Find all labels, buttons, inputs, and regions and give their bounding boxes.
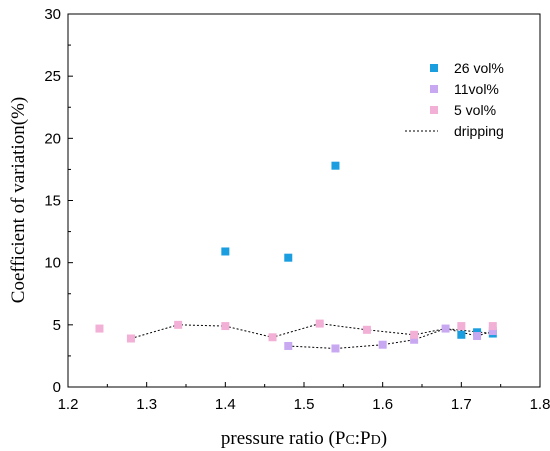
point-11vol	[284, 341, 293, 350]
legend-label: 11vol%	[454, 81, 499, 97]
point-26-vol	[457, 330, 466, 339]
y-axis-title: Coefficient of variation(%)	[8, 97, 29, 303]
y-tick-label: 25	[44, 68, 61, 85]
point-26-vol	[284, 253, 293, 262]
point-11vol	[410, 335, 419, 344]
legend-marker	[430, 106, 438, 114]
point-26-vol	[221, 247, 230, 256]
point-5-vol	[488, 322, 497, 331]
y-tick-label: 30	[44, 6, 61, 23]
legend-label: 5 vol%	[454, 102, 496, 118]
y-tick-label: 5	[53, 317, 61, 334]
point-11vol	[441, 324, 450, 333]
legend-marker	[430, 85, 438, 93]
y-tick-label: 10	[44, 255, 61, 272]
point-5-vol	[315, 319, 324, 328]
legend: 26 vol% 11vol% 5 vol% dripping	[405, 60, 504, 139]
point-5-vol	[362, 325, 371, 334]
dripping-line	[130, 323, 493, 339]
point-5-vol	[174, 320, 183, 329]
legend-label: dripping	[454, 123, 504, 139]
y-tick-label: 15	[44, 193, 61, 210]
data-points	[95, 161, 497, 353]
x-axis-title: pressure ratio (PC:PD)	[221, 428, 387, 449]
legend-marker	[430, 64, 438, 72]
y-tick-label: 0	[53, 379, 61, 396]
x-tick-label: 1.4	[215, 396, 236, 413]
point-5-vol	[221, 322, 230, 331]
x-tick-label: 1.7	[451, 396, 472, 413]
point-11vol	[331, 344, 340, 353]
point-5-vol	[410, 330, 419, 339]
x-tick-label: 1.5	[294, 396, 315, 413]
axis-ticks: 1.2 1.3 1.4 1.5 1.6 1.7 1.8 0 5 10 15 20 25 30	[44, 6, 550, 413]
legend-label: 26 vol%	[454, 60, 504, 76]
point-5-vol	[268, 333, 277, 342]
x-tick-label: 1.2	[58, 396, 79, 413]
point-11vol	[488, 327, 497, 336]
x-tick-label: 1.8	[530, 396, 550, 413]
point-5-vol	[457, 322, 466, 331]
point-11vol	[473, 332, 482, 341]
dripping-lines	[130, 323, 493, 350]
point-11vol	[378, 340, 387, 349]
x-tick-label: 1.3	[136, 396, 157, 413]
point-5-vol	[126, 334, 135, 343]
y-tick-label: 20	[44, 130, 61, 147]
point-26-vol	[331, 161, 340, 170]
x-tick-label: 1.6	[372, 396, 393, 413]
point-5-vol	[95, 324, 104, 333]
